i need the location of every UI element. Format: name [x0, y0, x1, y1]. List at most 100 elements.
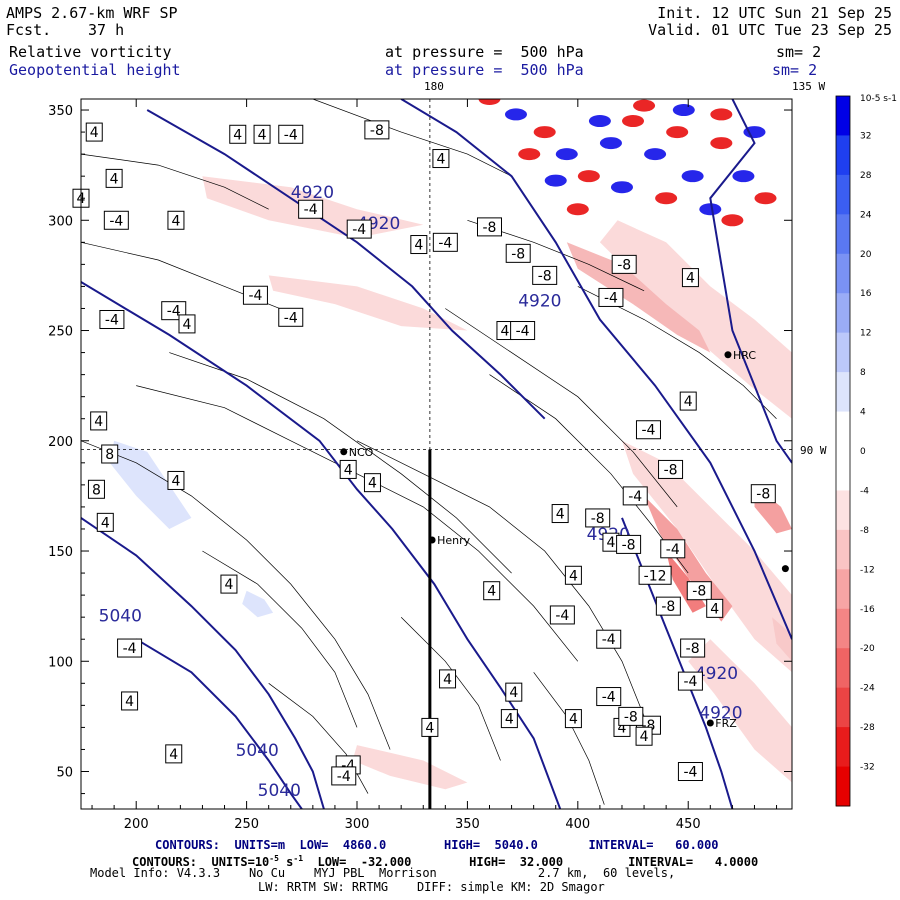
- vorticity-label-box: [585, 508, 611, 528]
- colorbar-swatch: [836, 727, 850, 768]
- footer-height-contours: CONTOURS: UNITS=m LOW= 4860.0 HIGH= 5040…: [155, 838, 719, 852]
- vorticity-patch: [268, 275, 468, 331]
- vorticity-label: -4: [346, 219, 372, 239]
- footer-physics: LW: RRTM SW: RRTMG DIFF: simple KM: 2D S…: [258, 880, 605, 894]
- vorticity-contour: [81, 153, 269, 210]
- vorticity-label: -4: [677, 762, 703, 782]
- vorticity-label: -4: [622, 486, 648, 506]
- colorbar-tick-label: 12: [860, 329, 871, 339]
- vorticity-label-box: [564, 565, 582, 585]
- vorticity-label-text: 4: [233, 127, 242, 143]
- vorticity-label-box: [229, 124, 247, 144]
- vorticity-label-box: [103, 210, 129, 230]
- vorticity-cluster-mark: [699, 203, 722, 216]
- vorticity-label: -4: [99, 309, 125, 329]
- height-label: 4920: [518, 291, 561, 311]
- x-tick-label: 250: [234, 817, 259, 832]
- vorticity-label-box: [439, 669, 457, 689]
- vorticity-label: 4: [339, 459, 357, 479]
- vorticity-label-text: -12: [644, 568, 667, 584]
- vorticity-label-box: [101, 444, 119, 464]
- colorbar-tick-label: 20: [860, 250, 872, 260]
- vorticity-contour: [169, 352, 512, 574]
- vorticity-label-box: [410, 235, 428, 255]
- vorticity-label-text: 4: [569, 568, 578, 584]
- vorticity-label: 4: [165, 744, 183, 764]
- model-title: AMPS 2.67-km WRF SP: [6, 4, 178, 22]
- vorticity-label-text: -4: [683, 674, 697, 690]
- vorticity-contour: [400, 616, 501, 761]
- vorticity-label: -8: [618, 706, 644, 726]
- height-contour-4920: [709, 99, 792, 464]
- vorticity-cluster-mark: [666, 126, 689, 139]
- vorticity-label: -4: [278, 124, 304, 144]
- colorbar-swatch: [836, 490, 850, 531]
- vorticity-label-text: -8: [661, 599, 675, 615]
- vorticity-label-text: 4: [487, 584, 496, 600]
- height-contour-4920: [146, 109, 546, 420]
- colorbar-swatch: [836, 135, 850, 176]
- vorticity-label-text: 4: [640, 729, 649, 745]
- vorticity-label-text: 4: [414, 238, 423, 254]
- field-vorticity: Relative vorticity: [9, 43, 172, 61]
- vorticity-label: 8: [101, 444, 119, 464]
- vorticity-label: 4: [500, 709, 518, 729]
- colorbar-tick-label: 24: [860, 210, 872, 220]
- vorticity-patch: [352, 745, 468, 790]
- vorticity-label-text: -8: [622, 537, 636, 553]
- vorticity-cluster-mark: [710, 137, 733, 150]
- y-tick-label: 150: [48, 545, 73, 560]
- vorticity-label-text: -8: [664, 462, 678, 478]
- height-label: 4920: [695, 664, 738, 684]
- vorticity-label: -4: [635, 420, 661, 440]
- vorticity-patch: [772, 617, 792, 662]
- vorticity-label-box: [363, 473, 381, 493]
- vorticity-label-box: [622, 486, 648, 506]
- vorticity-patch: [688, 639, 792, 783]
- vorticity-patch: [599, 220, 792, 419]
- vorticity-label-box: [679, 391, 697, 411]
- vorticity-label-box: [346, 219, 372, 239]
- vorticity-label-text: 4: [556, 507, 565, 523]
- vorticity-label: -4: [161, 301, 187, 321]
- vorticity-contour: [533, 672, 605, 805]
- vorticity-label-text: 4: [94, 414, 103, 430]
- vorticity-label: -4: [596, 629, 622, 649]
- vorticity-cluster-mark: [555, 148, 578, 161]
- vorticity-label-box: [96, 512, 114, 532]
- colorbar-swatch: [836, 766, 850, 807]
- vorticity-label-box: [532, 265, 558, 285]
- vorticity-label-text: -8: [511, 246, 525, 262]
- vorticity-label-box: [686, 581, 712, 601]
- colorbar-swatch: [836, 96, 850, 136]
- vorticity-cluster-mark: [622, 115, 645, 128]
- vorticity-label-box: [167, 210, 185, 230]
- vorticity-label: 4: [90, 411, 108, 431]
- vorticity-contour: [202, 550, 358, 728]
- vorticity-label-box: [331, 766, 357, 786]
- vorticity-label-text: -8: [591, 511, 605, 527]
- lat-90w-label: 90 W: [800, 444, 827, 457]
- x-tick-label: 400: [565, 817, 590, 832]
- vorticity-label-box: [298, 199, 324, 219]
- vorticity-label-box: [421, 717, 439, 737]
- vorticity-cluster-mark: [588, 115, 611, 128]
- vorticity-label-text: 4: [344, 462, 353, 478]
- vorticity-label-box: [178, 314, 196, 334]
- colorbar-swatch: [836, 372, 850, 413]
- vorticity-label-text: -8: [538, 268, 552, 284]
- vorticity-label: 4: [85, 122, 103, 142]
- colorbar-swatch: [836, 608, 850, 649]
- vorticity-label-box: [635, 726, 653, 746]
- colorbar-frame: [835, 95, 851, 807]
- vorticity-cluster-mark: [599, 137, 622, 150]
- station-marker: [781, 565, 789, 573]
- vorticity-label: -4: [298, 199, 324, 219]
- vorticity-label-box: [476, 217, 502, 237]
- vorticity-label-text: 4: [125, 694, 134, 710]
- vorticity-label-box: [505, 243, 531, 263]
- vorticity-patch: [622, 440, 792, 673]
- vorticity-label-box: [165, 744, 183, 764]
- height-label: 4920: [291, 183, 334, 203]
- x-tick-label: 450: [676, 817, 701, 832]
